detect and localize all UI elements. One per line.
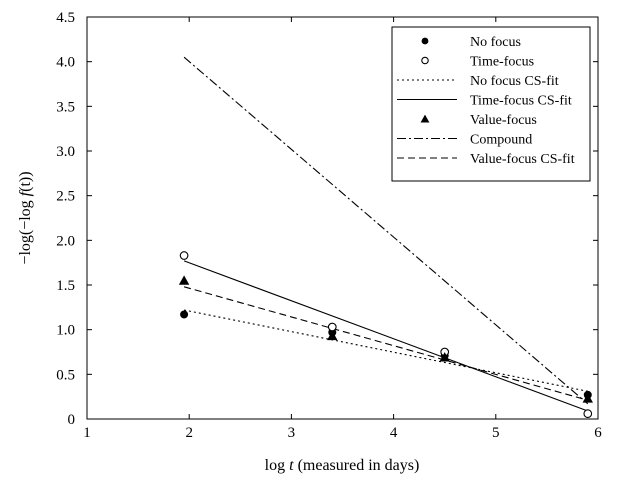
x-tick-label: 1 xyxy=(83,425,91,441)
legend-symbol-time-focus xyxy=(421,56,429,65)
x-axis-title: log t (measured in days) xyxy=(265,457,420,474)
point-value-focus xyxy=(327,330,338,341)
line-value-focus-cs-fit xyxy=(183,286,588,401)
legend-label-value-focus: Value-focus xyxy=(470,113,537,128)
y-tick-label: 3.5 xyxy=(56,99,75,115)
plot-frame xyxy=(86,16,599,420)
point-no-focus xyxy=(180,310,189,319)
y-axis-title: −log(−log f(t)) xyxy=(17,171,34,264)
legend-label-no-focus-cs-fit: No focus CS-fit xyxy=(470,74,559,89)
x-tick-label: 2 xyxy=(185,425,193,441)
y-tick-label: 3.0 xyxy=(56,144,75,160)
y-tick-label: 1.0 xyxy=(56,323,75,339)
legend-label-time-focus: Time-focus xyxy=(470,55,534,70)
line-compound xyxy=(183,56,589,405)
point-value-focus xyxy=(439,352,450,362)
legend-symbol-no-focus xyxy=(421,37,429,45)
x-tick-label: 6 xyxy=(594,425,602,441)
legend-label-compound: Compound xyxy=(470,133,532,148)
data-markers xyxy=(178,251,593,418)
legend-label-no-focus: No focus xyxy=(470,35,521,50)
axis-ticks: 1 2 3 4 5 6 0 0.5 1.0 1.5 2.0 2.5 3.0 3.5 4.0 4.5 xyxy=(56,10,602,441)
fit-lines xyxy=(183,56,589,412)
point-value-focus xyxy=(178,275,190,285)
y-tick-label: 4.0 xyxy=(56,55,75,71)
legend-label-value-focus-cs-fit: Value-focus CS-fit xyxy=(470,152,575,167)
legend-symbol-value-focus xyxy=(420,114,430,123)
point-time-focus xyxy=(179,251,189,260)
y-tick-label: 2.0 xyxy=(56,233,75,249)
y-tick-label: 0.5 xyxy=(56,367,75,383)
y-tick-label: 4.5 xyxy=(56,10,75,26)
x-tick-label: 3 xyxy=(288,425,296,441)
y-tick-label: 2.5 xyxy=(56,189,75,205)
point-time-focus xyxy=(327,322,337,332)
x-tick-label: 5 xyxy=(492,425,500,441)
y-tick-label: 0 xyxy=(68,412,76,428)
legend-label-time-focus-cs-fit: Time-focus CS-fit xyxy=(470,94,572,109)
line-no-focus-cs-fit xyxy=(183,309,588,392)
x-tick-label: 4 xyxy=(390,425,398,441)
legend: No focus Time-focus No focus CS-fit Time-fo… xyxy=(391,26,591,182)
line-time-focus-cs-fit xyxy=(183,260,588,412)
legend-box xyxy=(391,26,591,182)
point-time-focus xyxy=(583,409,593,418)
y-tick-label: 1.5 xyxy=(56,278,75,294)
point-value-focus xyxy=(582,393,593,403)
